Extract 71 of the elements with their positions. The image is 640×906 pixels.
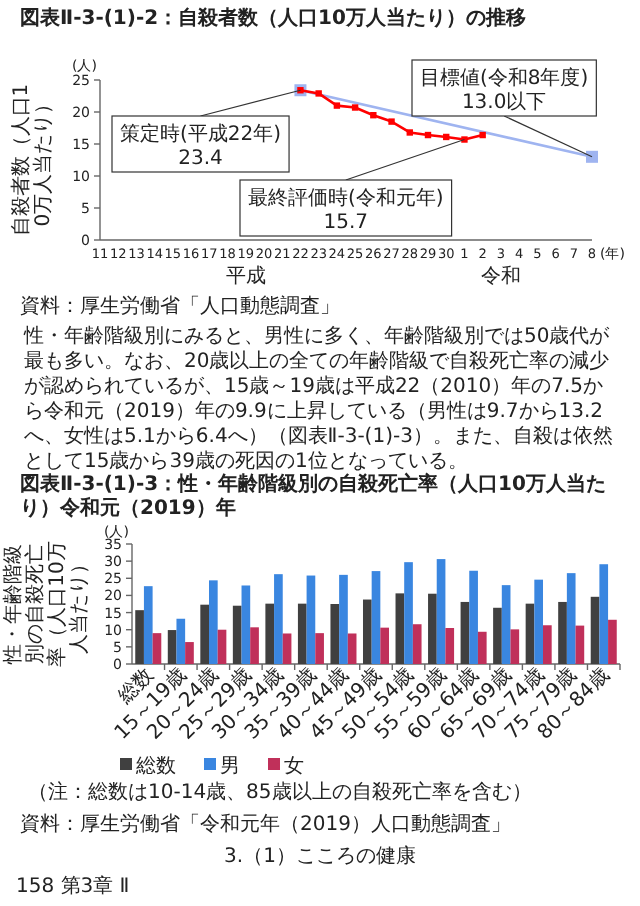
text: 158 第3章 Ⅱ — [16, 874, 130, 898]
bar — [566, 573, 576, 664]
y-axis-title: 自殺者数（人口10万人当たり） — [9, 83, 55, 237]
point — [479, 131, 486, 139]
y-axis-title: 性・年齢階級別の自殺死亡率（人口10万人当たり） — [1, 541, 91, 667]
point — [370, 112, 377, 119]
point — [333, 102, 341, 109]
bar — [167, 630, 177, 664]
bar — [315, 633, 324, 664]
bar — [575, 625, 585, 664]
bar — [395, 593, 405, 664]
text: 資料：厚生労働省「令和元年（2019）人口動態調査」 — [20, 812, 511, 836]
bar — [525, 603, 535, 664]
point — [315, 90, 322, 97]
bar — [330, 604, 340, 664]
bar — [460, 601, 470, 664]
bar — [412, 624, 422, 664]
bar — [445, 628, 455, 664]
annotation: 目標値(令和8年度) 13.0以下 — [419, 66, 589, 114]
bar — [493, 607, 502, 664]
chart-title: 図表Ⅱ-3-(1)-3：性・年齢階級別の自殺死亡率（人口10万人当たり）令和元（2019）年 — [20, 472, 606, 520]
point — [388, 118, 395, 125]
bar — [135, 610, 144, 664]
bar — [608, 619, 617, 664]
bar — [477, 631, 487, 664]
bar — [274, 574, 283, 664]
bar — [543, 625, 552, 664]
bar — [362, 599, 372, 664]
bar — [209, 580, 218, 664]
point — [406, 129, 413, 136]
text: （注：総数は10-14歳、85歳以上の自殺死亡率を含む） — [28, 780, 532, 804]
legend-label: 女 — [284, 754, 304, 778]
bar — [404, 562, 413, 664]
text: 3.（1）こころの健康 — [224, 844, 416, 868]
bar — [200, 604, 209, 664]
bar — [232, 605, 242, 664]
bar — [143, 586, 153, 664]
text: 資料：厚生労働省「人口動態調査」 — [20, 294, 340, 318]
bar — [306, 575, 316, 664]
bar — [250, 627, 259, 664]
bar — [347, 633, 357, 664]
bar — [371, 571, 381, 664]
bar — [590, 596, 600, 664]
text: 令和 — [480, 264, 521, 288]
bar — [469, 570, 478, 664]
bar — [599, 564, 609, 664]
bar — [339, 574, 348, 664]
bar — [217, 629, 227, 664]
bar — [185, 642, 194, 664]
bar — [265, 603, 275, 664]
bar — [428, 593, 437, 664]
legend-label: 男 — [220, 756, 240, 778]
text: 平成 — [225, 264, 266, 288]
bar — [436, 559, 446, 664]
bar — [380, 627, 390, 664]
bar — [534, 579, 543, 664]
text: 性・年齢階級別にみると、男性に多く、年齢階級別では50歳代が最も多い。なお、20歳以上の全ての年齢階級で自殺死亡率の減少が認められているが、15歳～19歳は平成22（2010）年の7.5から令和元（2019）年の9.9に上昇している（男性は9.7から13.2へ、女性は5.1から6.4へ）（図表Ⅱ-3-(1)-3）。また、自殺は依然として15歳から39歳の死因の1位となっている。 — [22, 324, 613, 473]
point — [351, 104, 359, 111]
bar — [282, 633, 292, 664]
chart-title: 図表Ⅱ-3-(1)-2：自殺者数（人口10万人当たり）の推移 — [20, 6, 526, 30]
bar — [176, 618, 186, 664]
bar — [510, 629, 520, 664]
point — [586, 150, 598, 163]
bar — [241, 585, 251, 664]
bar — [297, 603, 307, 664]
annotation: 最終評価時(令和元年) 15.7 — [247, 186, 444, 234]
annotation: 策定時(平成22年) 23.4 — [120, 122, 282, 170]
bar — [558, 601, 567, 664]
bar — [501, 585, 511, 664]
legend-label: 総数 — [134, 754, 176, 778]
bar — [152, 633, 162, 664]
